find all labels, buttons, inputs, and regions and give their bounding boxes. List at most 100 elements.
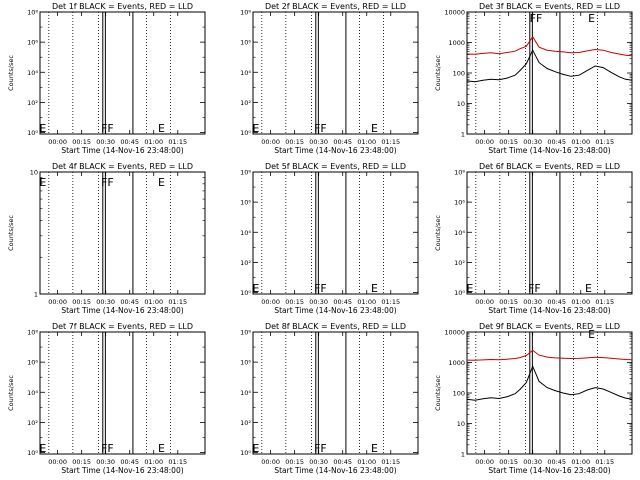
y-axis-label: Counts/sec [434,215,442,251]
event-marker: E [588,328,595,341]
chart-title: Det 3f BLACK = Events, RED = LLD [479,2,620,11]
x-axis-label: Start Time (14-Nov-16 23:48:00) [61,146,183,155]
y-tick-label: 10⁴ [240,69,251,77]
plot-frame [252,171,419,295]
x-tick-label: 00:15 [72,138,91,146]
y-tick-label: 10² [240,419,251,427]
chart-title: Det 4f BLACK = Events, RED = LLD [52,162,193,171]
y-tick-label: 10⁸ [27,9,38,17]
y-tick-label: 10⁶ [454,199,465,207]
y-tick-label: 100 [453,70,465,78]
y-tick-label: 10 [30,169,38,177]
x-tick-label: 01:15 [381,298,400,306]
x-tick-label: 01:00 [571,138,590,146]
plot-frame [39,171,206,295]
plot-frame [466,11,633,135]
event-marker: FF [101,122,114,135]
chart-title: Det 8f BLACK = Events, RED = LLD [265,322,406,331]
y-tick-label: 10⁰ [240,289,251,297]
x-tick-label: 00:30 [523,298,542,306]
y-tick-label: 10⁸ [240,9,251,17]
x-tick-label: 01:15 [595,138,614,146]
y-axis-label: Counts/sec [434,55,442,91]
y-tick-label: 10⁸ [240,169,251,177]
y-tick-label: 10⁶ [240,39,251,47]
x-tick-label: 00:15 [499,298,518,306]
y-tick-label: 10⁰ [240,449,251,457]
event-marker: E [371,122,378,135]
x-tick-label: 00:30 [96,458,115,466]
chart-title: Det 7f BLACK = Events, RED = LLD [52,322,193,331]
plot-frame [39,11,206,135]
event-marker: E [39,442,46,455]
plot-frame [466,171,633,295]
event-marker: E [158,442,165,455]
x-tick-label: 01:00 [571,298,590,306]
y-axis-label: Counts/sec [7,55,15,91]
event-marker: FF [528,282,541,295]
x-tick-label: 00:45 [120,138,139,146]
y-tick-label: 10⁸ [240,329,251,337]
x-tick-label: 01:00 [357,298,376,306]
y-tick-label: 10⁸ [454,169,465,177]
x-tick-label: 00:15 [285,458,304,466]
event-marker: E [371,442,378,455]
plot-frame [39,331,206,455]
event-marker: E [588,12,595,25]
x-axis-label: Start Time (14-Nov-16 23:48:00) [274,466,396,475]
x-axis-label: Start Time (14-Nov-16 23:48:00) [61,306,183,315]
x-tick-label: 00:45 [547,138,566,146]
x-tick-label: 00:00 [48,298,67,306]
x-tick-label: 00:45 [333,138,352,146]
event-marker: E [585,282,592,295]
x-tick-label: 00:00 [48,458,67,466]
x-tick-label: 01:00 [144,298,163,306]
x-tick-label: 00:30 [523,138,542,146]
y-tick-label: 10 [457,420,465,428]
y-tick-label: 10⁶ [27,359,38,367]
y-tick-label: 10⁶ [240,199,251,207]
y-tick-label: 10⁰ [27,129,38,137]
y-tick-label: 10 [457,100,465,108]
x-tick-label: 01:15 [168,458,187,466]
x-tick-label: 00:30 [309,138,328,146]
event-marker: E [39,122,46,135]
x-tick-label: 00:00 [475,458,494,466]
chart-title: Det 2f BLACK = Events, RED = LLD [265,2,406,11]
event-marker: FF [314,282,327,295]
chart-panel-8: Det 8f BLACK = Events, RED = LLD 00:00 00:… [240,322,419,475]
x-tick-label: 00:15 [499,458,518,466]
x-tick-label: 00:15 [285,298,304,306]
y-tick-label: 10⁶ [240,359,251,367]
x-tick-label: 01:15 [381,458,400,466]
y-tick-label: 10² [454,259,465,267]
chart-panel-6: Det 6f BLACK = Events, RED = LLD 00:00 00:… [434,162,633,315]
chart-panel-9: Det 9f BLACK = Events, RED = LLD 00:00 00:… [434,322,633,475]
y-tick-label: 10⁴ [27,389,38,397]
y-axis-label: Counts/sec [7,215,15,251]
chart-title: Det 5f BLACK = Events, RED = LLD [265,162,406,171]
chart-panel-2: Det 2f BLACK = Events, RED = LLD 00:00 00:… [240,2,419,155]
x-tick-label: 00:15 [72,298,91,306]
x-tick-label: 00:00 [261,298,280,306]
series-line-lld [466,349,633,361]
event-marker: E [252,442,259,455]
event-marker: FF [530,12,543,25]
y-tick-label: 10⁴ [27,69,38,77]
x-tick-label: 01:00 [571,458,590,466]
x-axis-label: Start Time (14-Nov-16 23:48:00) [274,146,396,155]
event-marker: FF [101,176,114,189]
event-marker: E [466,282,473,295]
y-tick-label: 10⁰ [454,289,465,297]
x-tick-label: 01:15 [595,298,614,306]
x-tick-label: 00:30 [309,458,328,466]
event-marker: FF [314,442,327,455]
event-marker: FF [101,442,114,455]
x-tick-label: 00:45 [120,458,139,466]
y-tick-label: 10² [27,419,38,427]
x-tick-label: 01:00 [144,138,163,146]
y-tick-label: 100 [453,390,465,398]
x-tick-label: 00:45 [547,458,566,466]
y-tick-label: 1 [461,451,465,459]
series-line-lld [466,35,633,57]
